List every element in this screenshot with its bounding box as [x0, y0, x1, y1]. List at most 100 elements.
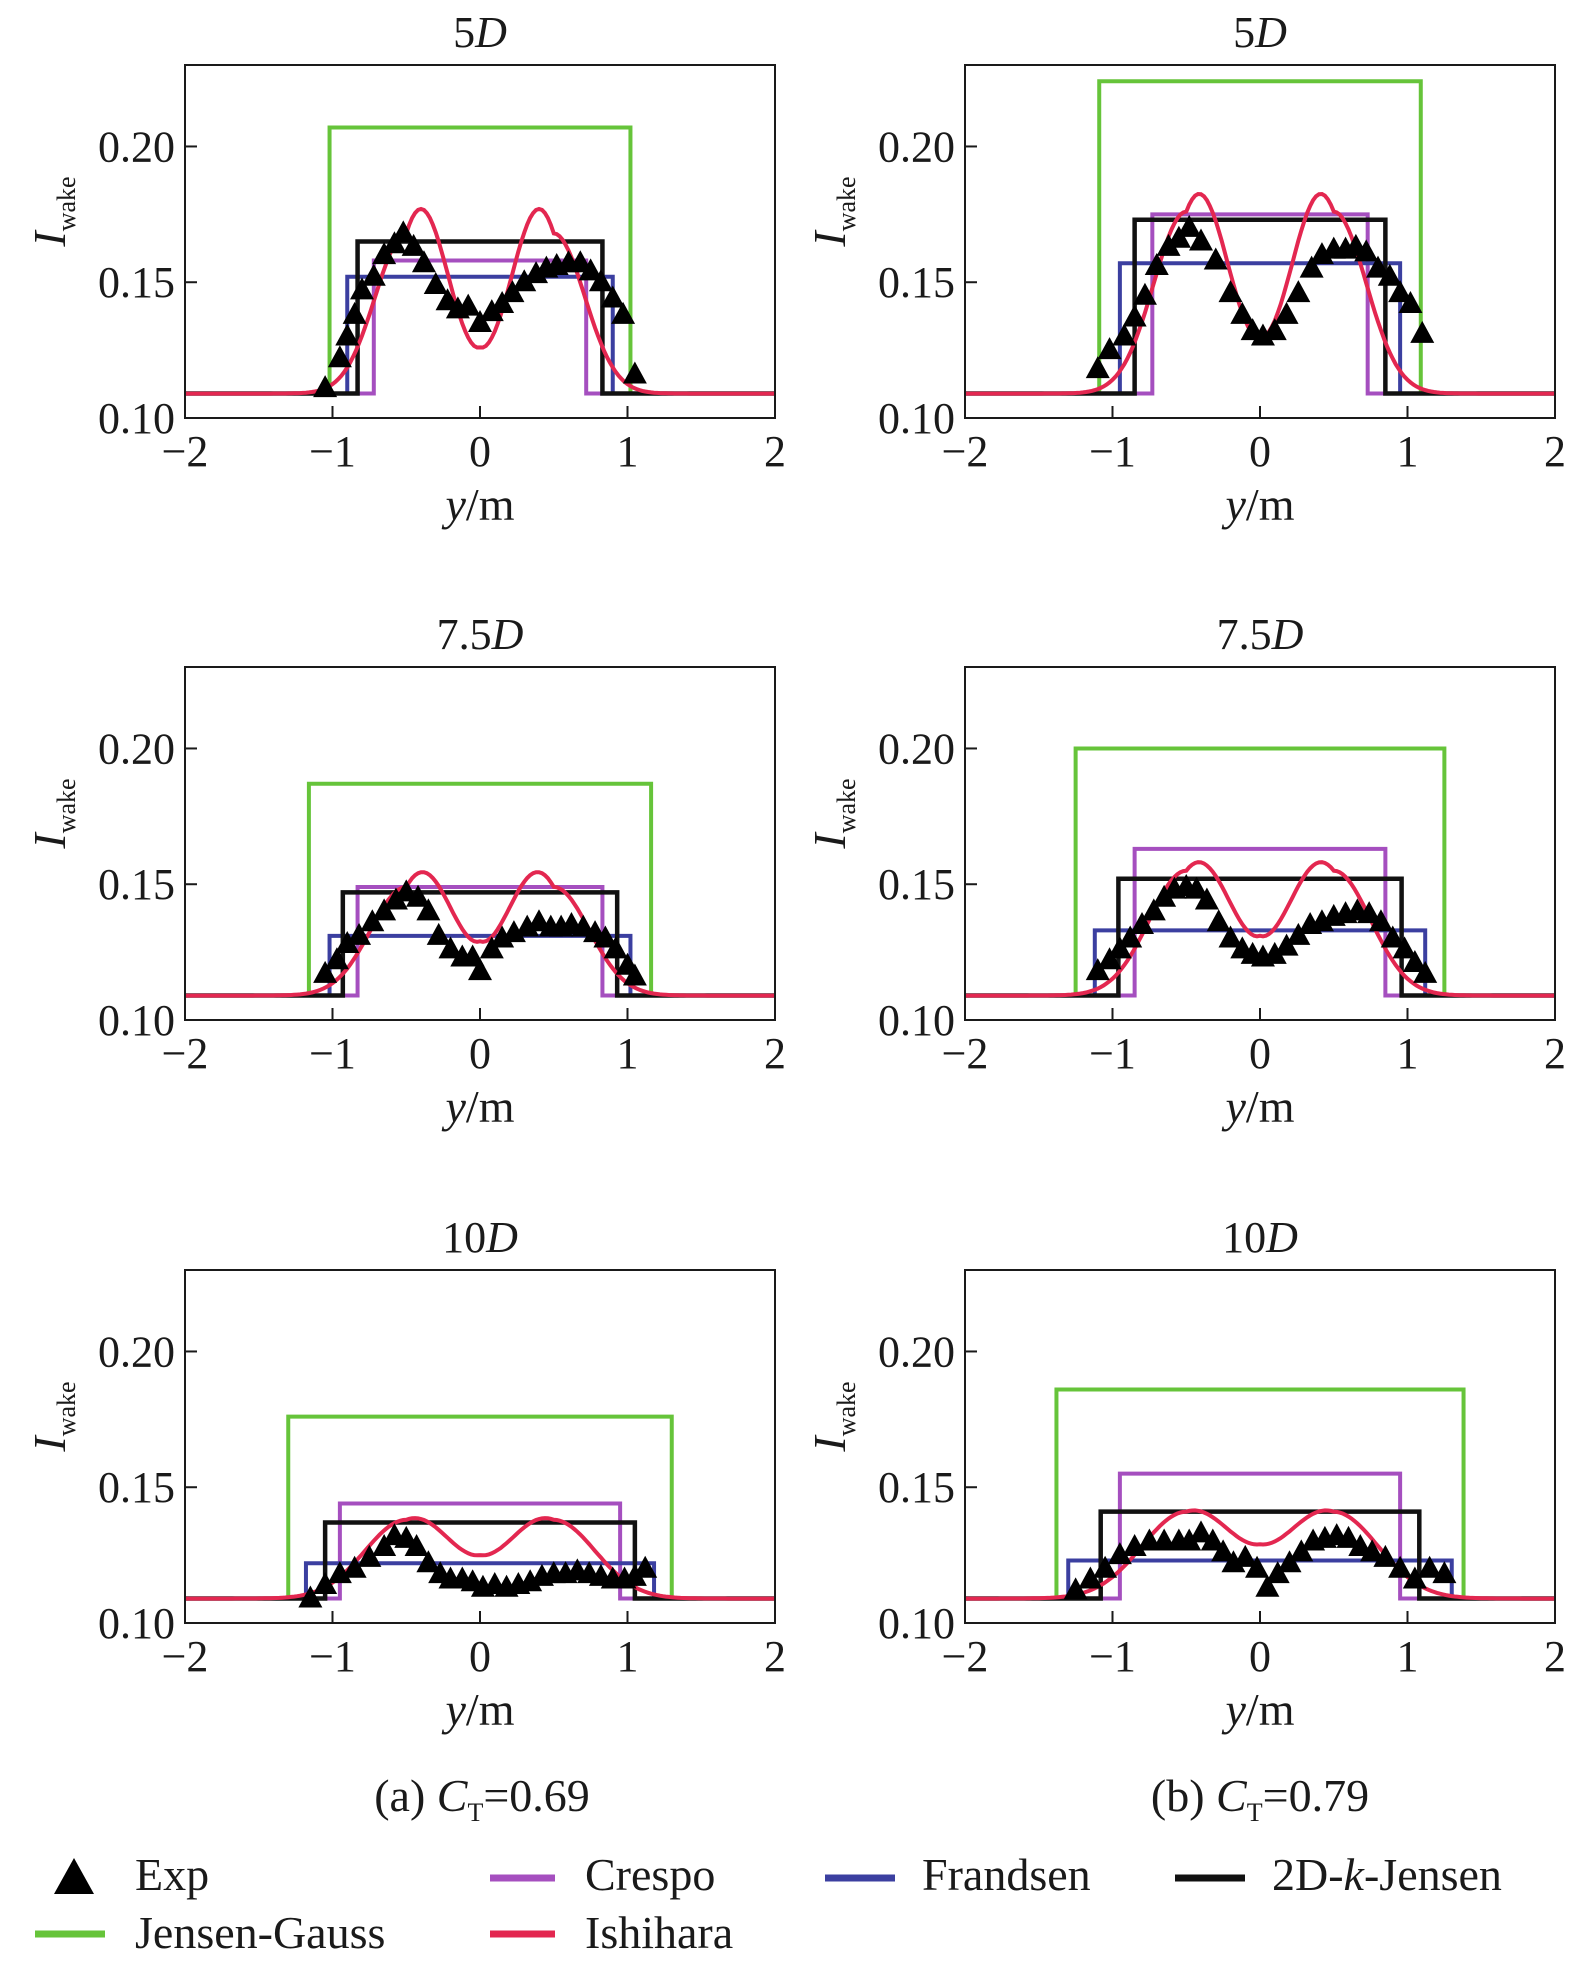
- exp-point: [603, 936, 628, 959]
- x-tick-label: 1: [1397, 427, 1419, 476]
- x-tick-label: 1: [617, 1029, 639, 1078]
- panel-title-num: 10: [442, 1213, 486, 1262]
- exp-point: [327, 345, 352, 368]
- y-axis-label: Iwake: [804, 176, 861, 247]
- x-axis-unit: /m: [1246, 1081, 1295, 1132]
- series-ishihara-curve: [185, 870, 775, 998]
- plot-area: [185, 781, 775, 998]
- caption-a-var: C: [437, 1770, 469, 1821]
- legend-item-jensen-gauss: Jensen-Gauss: [35, 1907, 385, 1958]
- x-axis-var: y: [442, 1684, 467, 1735]
- x-axis-label: y/m: [442, 479, 515, 530]
- exp-point: [324, 947, 349, 970]
- panel-title: 10D: [1222, 1213, 1298, 1262]
- panel-title-var: D: [1254, 8, 1287, 57]
- exp-point: [313, 1571, 338, 1594]
- exp-point: [1206, 909, 1231, 932]
- exp-point: [416, 898, 441, 921]
- y-axis-label: Iwake: [804, 778, 861, 849]
- x-tick-label: 1: [617, 1632, 639, 1681]
- x-axis-var: y: [1222, 1684, 1247, 1735]
- x-axis-unit: /m: [466, 479, 515, 530]
- exp-point: [1112, 323, 1137, 346]
- exp-point: [1118, 925, 1143, 948]
- legend-2d-k-jensen-part-1: 2D-: [1272, 1849, 1344, 1900]
- x-tick-label: 0: [469, 427, 491, 476]
- y-tick-label: 0.15: [878, 258, 955, 307]
- panel-title-num: 5: [1233, 8, 1255, 57]
- x-tick-label: 2: [764, 1029, 786, 1078]
- series-k2d-line: [965, 217, 1555, 396]
- x-axis-label: y/m: [1222, 1684, 1295, 1735]
- exp-point: [1063, 1577, 1088, 1600]
- y-tick-label: 0.10: [98, 394, 175, 443]
- panel-title-num: 7.5: [1217, 610, 1272, 659]
- exp-point: [1085, 356, 1110, 379]
- exp-point: [622, 361, 647, 384]
- series-k2d-line: [965, 876, 1555, 998]
- y-axis-var: I: [24, 229, 75, 248]
- exp-point: [1141, 898, 1166, 921]
- y-axis-var: I: [804, 1434, 855, 1453]
- exp-point: [600, 285, 625, 308]
- exp-point: [1097, 337, 1122, 360]
- exp-point: [1122, 304, 1147, 327]
- exp-point: [1200, 1528, 1225, 1551]
- exp-point: [1380, 925, 1405, 948]
- x-axis-var: y: [1222, 1081, 1247, 1132]
- x-axis-label: y/m: [442, 1081, 515, 1132]
- y-tick-label: 0.20: [98, 1327, 175, 1376]
- y-tick-label: 0.10: [878, 996, 955, 1045]
- x-tick-label: −2: [942, 1632, 989, 1681]
- exp-point: [1410, 320, 1435, 343]
- x-tick-label: 1: [1397, 1029, 1419, 1078]
- exp-point: [342, 1555, 367, 1578]
- x-tick-label: 1: [1397, 1632, 1419, 1681]
- exp-point: [416, 1550, 441, 1573]
- exp-point: [1368, 909, 1393, 932]
- panel-title: 10D: [442, 1213, 518, 1262]
- y-tick-label: 0.10: [878, 394, 955, 443]
- x-tick-label: 2: [764, 1632, 786, 1681]
- legend-frandsen-label: Frandsen: [922, 1849, 1091, 1900]
- x-axis-unit: /m: [1246, 479, 1295, 530]
- exp-point: [1203, 247, 1228, 270]
- y-axis-label: Iwake: [804, 1381, 861, 1452]
- y-axis-label: Iwake: [24, 1381, 81, 1452]
- exp-point: [1144, 252, 1169, 275]
- exp-point: [401, 233, 426, 256]
- caption-b-suffix: =0.79: [1263, 1770, 1369, 1821]
- exp-point: [1286, 280, 1311, 303]
- legend-ishihara-label: Ishihara: [585, 1907, 733, 1958]
- y-axis-sub: wake: [52, 778, 81, 833]
- legend-item-exp: Exp: [54, 1849, 209, 1900]
- exp-point: [1184, 876, 1209, 899]
- panel-title: 5D: [1233, 8, 1287, 57]
- exp-point: [1377, 263, 1402, 286]
- exp-point: [1336, 1525, 1361, 1548]
- exp-point: [411, 250, 436, 273]
- exp-point: [588, 269, 613, 292]
- exp-point: [593, 925, 618, 948]
- x-axis-label: y/m: [442, 1684, 515, 1735]
- y-tick-label: 0.15: [98, 860, 175, 909]
- legend-crespo-label: Crespo: [585, 1849, 715, 1900]
- exp-point: [1211, 1539, 1236, 1562]
- caption-b-prefix: (b): [1151, 1770, 1216, 1821]
- panel-title: 7.5D: [437, 610, 524, 659]
- x-tick-label: 2: [1544, 427, 1566, 476]
- x-tick-label: 2: [1544, 1632, 1566, 1681]
- caption-a-prefix: (a): [374, 1770, 437, 1821]
- legend-item-crespo: Crespo: [490, 1849, 715, 1900]
- exp-point: [406, 884, 431, 907]
- exp-point: [1402, 949, 1427, 972]
- exp-point: [1432, 1561, 1457, 1584]
- exp-point: [1413, 960, 1438, 983]
- x-tick-label: −1: [1089, 1029, 1136, 1078]
- exp-point: [1299, 255, 1324, 278]
- y-axis-label: Iwake: [24, 176, 81, 247]
- y-tick-label: 0.10: [878, 1599, 955, 1648]
